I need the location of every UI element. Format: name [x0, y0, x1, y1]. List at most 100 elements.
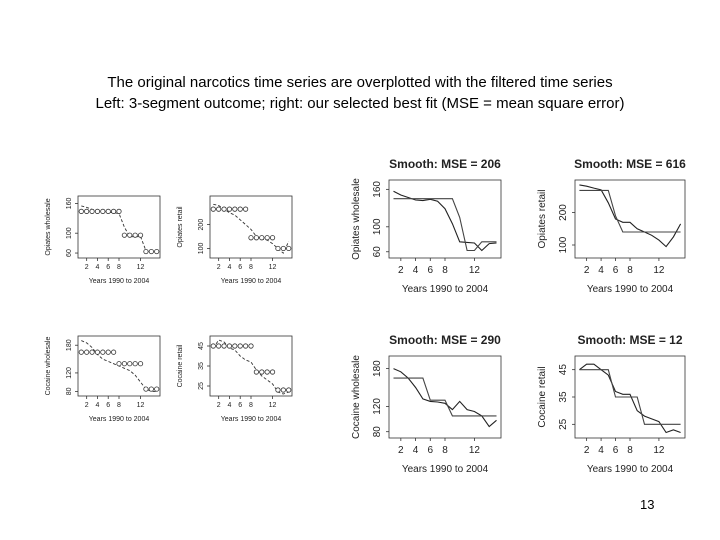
- x-tick-label: 4: [227, 402, 231, 409]
- x-axis-label: Years 1990 to 2004: [402, 284, 489, 295]
- chart-title: Smooth: MSE = 290: [389, 333, 501, 347]
- y-tick-label: 160: [66, 197, 73, 209]
- x-tick-label: 6: [106, 264, 110, 271]
- x-tick-label: 4: [413, 445, 419, 456]
- y-axis-label: Cocaine wholesale: [351, 355, 362, 439]
- y-axis-label: Cocaine retail: [537, 366, 548, 427]
- series-fit-point: [221, 206, 227, 212]
- x-tick-label: 8: [442, 445, 448, 456]
- chart-panel-8: Smooth: MSE = 12 2 4 6 8 12 25 35 45 Years 1990 t…: [537, 333, 686, 475]
- y-tick-label: 200: [198, 219, 205, 231]
- series-fit-point: [116, 361, 122, 367]
- x-tick-label: 12: [137, 402, 145, 409]
- chart-panel-6: 2 4 6 8 12 25 35 45 Years 1990 to 2004 Cocaine re…: [177, 335, 293, 423]
- x-tick-label: 8: [627, 445, 633, 456]
- y-tick-label: 60: [66, 249, 73, 257]
- x-tick-label: 6: [238, 402, 242, 409]
- series-fit-point: [148, 248, 154, 255]
- plot-frame: [77, 195, 161, 259]
- x-tick-label: 8: [117, 264, 121, 271]
- y-tick-label: 200: [558, 204, 569, 221]
- x-tick-label: 4: [95, 264, 99, 271]
- series-fit-point: [232, 343, 238, 349]
- x-tick-label: 6: [427, 445, 433, 456]
- x-tick-label: 4: [598, 265, 604, 276]
- caption-line-1: The original narcotics time series are o…: [107, 74, 613, 91]
- x-tick-label: 2: [217, 264, 221, 271]
- series-fit-point: [94, 349, 101, 355]
- series-original-line: [393, 368, 497, 428]
- y-tick-label: 45: [198, 342, 205, 350]
- x-tick-label: 8: [442, 265, 448, 276]
- y-axis-label: Opiates retail: [177, 206, 184, 248]
- x-tick-label: 2: [85, 402, 89, 409]
- slide-number: 13: [640, 497, 655, 512]
- series-fit-point: [248, 235, 254, 241]
- series-fit-point: [132, 232, 138, 238]
- y-tick-label: 35: [198, 362, 205, 370]
- y-tick-label: 120: [66, 367, 73, 379]
- series-fit-point: [94, 208, 101, 214]
- x-tick-label: 4: [413, 265, 419, 276]
- series-fit-line: [579, 189, 681, 233]
- x-tick-label: 2: [217, 402, 221, 409]
- series-fit-point: [78, 208, 84, 214]
- x-tick-label: 8: [249, 402, 253, 409]
- series-original-line: [393, 190, 497, 252]
- chart-panel-1: 2 4 6 8 12 60 100 160 Years 1990 to 2004 Opiates …: [45, 195, 161, 285]
- x-tick-label: 6: [427, 265, 433, 276]
- x-tick-label: 6: [106, 402, 110, 409]
- y-axis-label: Opiates wholesale: [45, 198, 52, 255]
- y-tick-label: 180: [66, 339, 73, 351]
- x-tick-label: 6: [613, 265, 619, 276]
- series-fit-point: [243, 206, 249, 212]
- series-fit-point: [280, 387, 286, 393]
- chart-panel-2: 2 4 6 8 12 100 200 Years 1990 to 2004 Opiates re…: [177, 195, 293, 285]
- x-tick-label: 2: [398, 265, 404, 276]
- series-fit-point: [237, 206, 243, 212]
- series-fit-line: [393, 377, 497, 417]
- x-axis-label: Years 1990 to 2004: [587, 464, 674, 475]
- plot-frame: [574, 179, 686, 259]
- x-tick-label: 4: [598, 445, 604, 456]
- y-tick-label: 60: [372, 246, 383, 258]
- series-fit-point: [154, 386, 160, 392]
- y-tick-label: 100: [372, 218, 383, 235]
- x-tick-label: 8: [249, 264, 253, 271]
- y-axis-label: Cocaine wholesale: [45, 337, 52, 396]
- series-fit-point: [105, 349, 111, 355]
- series-fit-point: [259, 369, 265, 375]
- x-tick-label: 2: [584, 265, 590, 276]
- chart-panel-3: Smooth: MSE = 206 2 4 6 8 12 60 100 160 Years 199…: [351, 157, 502, 295]
- x-tick-label: 8: [117, 402, 121, 409]
- chart-title: Smooth: MSE = 616: [574, 157, 686, 171]
- series-fit-point: [253, 235, 259, 241]
- x-axis-label: Years 1990 to 2004: [89, 278, 150, 285]
- series-fit-point: [116, 208, 122, 214]
- plot-frame: [388, 179, 502, 259]
- x-tick-label: 4: [227, 264, 231, 271]
- series-fit-point: [105, 208, 111, 214]
- series-fit-point: [243, 343, 249, 349]
- series-fit-point: [216, 206, 222, 212]
- chart-panel-4: Smooth: MSE = 616 2 4 6 8 12 100 200 Years 1990 …: [537, 157, 686, 295]
- series-fit-point: [221, 343, 227, 349]
- series-fit-point: [100, 208, 106, 214]
- series-fit-point: [232, 206, 238, 212]
- x-tick-label: 8: [627, 265, 633, 276]
- x-tick-label: 12: [469, 265, 481, 276]
- series-fit-point: [216, 343, 222, 349]
- series-fit-point: [137, 361, 144, 367]
- y-tick-label: 35: [558, 391, 569, 403]
- y-tick-label: 80: [372, 426, 383, 438]
- series-fit-point: [148, 386, 154, 392]
- series-fit-point: [84, 208, 90, 214]
- chart-panel-5: 2 4 6 8 12 80 120 180 Years 1990 to 2004 Cocaine …: [45, 335, 161, 423]
- series-fit-point: [237, 343, 243, 349]
- x-tick-label: 6: [238, 264, 242, 271]
- series-fit-point: [286, 387, 292, 393]
- x-axis-label: Years 1990 to 2004: [587, 284, 674, 295]
- series-fit-point: [286, 245, 292, 252]
- series-fit-point: [264, 369, 270, 375]
- series-fit-point: [89, 208, 95, 214]
